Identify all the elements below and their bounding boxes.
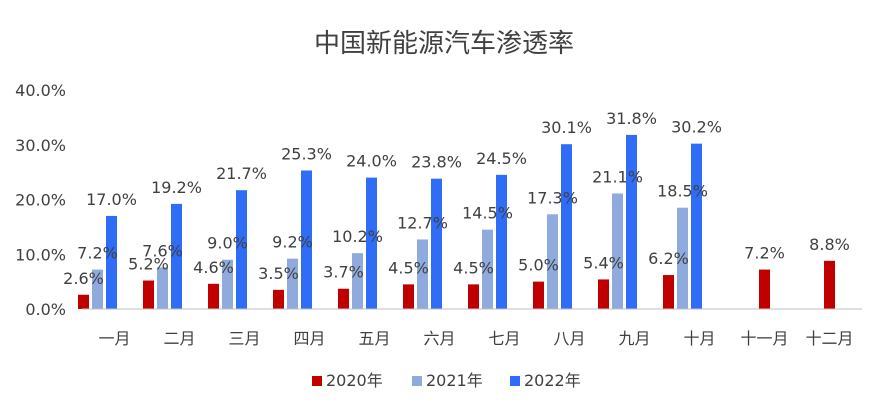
data-label: 21.7%	[216, 164, 267, 183]
y-tick-label: 20.0%	[15, 191, 66, 210]
legend-swatch-0	[312, 376, 322, 386]
y-tick-label: 30.0%	[15, 136, 66, 155]
bar-2020	[208, 283, 219, 309]
data-label: 17.0%	[86, 190, 137, 209]
legend-swatch-1	[412, 376, 422, 386]
x-tick-label: 四月	[293, 329, 325, 348]
bar-2020	[338, 288, 349, 309]
data-label: 3.7%	[323, 263, 364, 282]
data-label: 4.6%	[193, 258, 234, 277]
bar-2020	[273, 289, 284, 309]
data-label: 21.1%	[592, 167, 643, 186]
legend-label: 2022年	[524, 371, 581, 390]
bar-2021	[547, 214, 558, 309]
data-label: 9.0%	[207, 234, 248, 253]
bar-2022	[171, 203, 182, 309]
x-tick-label: 五月	[358, 329, 390, 348]
bar-2020	[598, 279, 609, 309]
y-tick-label: 10.0%	[15, 245, 66, 264]
data-label: 25.3%	[281, 144, 332, 163]
bar-2020	[663, 275, 674, 309]
bar-2020	[824, 260, 835, 309]
bar-2022	[236, 190, 247, 309]
y-tick-label: 40.0%	[15, 81, 66, 100]
x-tick-label: 九月	[618, 329, 650, 348]
x-tick-label: 十月	[683, 329, 715, 348]
bar-2022	[431, 178, 442, 309]
data-label: 24.0%	[346, 152, 397, 171]
x-tick-label: 三月	[228, 329, 260, 348]
bar-2021	[287, 258, 298, 309]
bar-2021	[92, 269, 103, 309]
legend-swatch-2	[510, 376, 520, 386]
x-tick-label: 七月	[488, 329, 520, 348]
bar-2021	[612, 193, 623, 309]
x-tick-label: 十二月	[805, 329, 853, 348]
data-label: 14.5%	[462, 204, 513, 223]
data-label: 12.7%	[397, 213, 448, 232]
bar-2020	[78, 294, 89, 309]
x-tick-label: 六月	[423, 329, 455, 348]
data-label: 6.2%	[648, 249, 689, 268]
y-tick-label: 0.0%	[25, 300, 66, 319]
data-labels-group: 2.6% 7.2% 17.0% 5.2%7.6% 19.2% 4.6% 9.0% 21.7% 3…	[63, 109, 850, 288]
data-label: 10.2%	[332, 227, 383, 246]
data-label: 30.1%	[541, 118, 592, 137]
legend-label: 2021年	[426, 371, 483, 390]
data-label: 23.8%	[411, 153, 462, 172]
data-label: 2.6%	[63, 269, 104, 288]
bar-2021	[222, 259, 233, 309]
bar-2021	[157, 267, 168, 309]
data-label: 4.5%	[388, 258, 429, 277]
bar-2021	[352, 253, 363, 309]
x-tick-label: 二月	[163, 329, 195, 348]
bar-2022	[106, 215, 117, 309]
bar-2020	[759, 269, 770, 309]
data-label: 30.2%	[671, 118, 722, 137]
x-axis: 一月 二月 三月 四月 五月 六月 七月 八月 九月 十月 十一月 十二月	[82, 308, 862, 348]
bar-2020	[533, 281, 544, 309]
bar-2021	[677, 207, 688, 309]
bar-2021	[417, 239, 428, 309]
data-label: 5.4%	[583, 253, 624, 272]
data-label: 24.5%	[476, 149, 527, 168]
bar-2022	[496, 174, 507, 309]
data-label: 19.2%	[151, 178, 202, 197]
bar-2022	[626, 134, 637, 309]
bar-2022	[301, 170, 312, 309]
data-label: 7.2%	[77, 244, 118, 263]
x-tick-label: 八月	[553, 329, 585, 348]
bar-2022	[561, 144, 572, 309]
data-label: 5.0%	[518, 256, 559, 275]
bar-2020	[468, 284, 479, 309]
data-label: 8.8%	[809, 235, 850, 254]
chart-title: 中国新能源汽车渗透率	[314, 29, 574, 59]
data-label: 18.5%	[657, 182, 708, 201]
data-label: 7.2%	[744, 244, 785, 263]
data-label: 7.6%	[142, 241, 183, 260]
bar-2022	[366, 177, 377, 309]
data-label: 9.2%	[272, 233, 313, 252]
data-label: 3.5%	[258, 264, 299, 283]
bar-2022	[691, 143, 702, 309]
bar-2020	[143, 280, 154, 309]
bar-2021	[482, 229, 493, 309]
y-axis: 0.0% 10.0% 20.0% 30.0% 40.0%	[15, 81, 66, 319]
x-tick-label: 十一月	[740, 329, 788, 348]
data-label: 17.3%	[527, 188, 578, 207]
bar-2020	[403, 284, 414, 309]
data-label: 5.2%	[128, 255, 169, 274]
legend: 2020年 2021年 2022年	[312, 371, 581, 390]
x-tick-label: 一月	[98, 329, 130, 348]
bars-group	[78, 134, 835, 309]
data-label: 31.8%	[606, 109, 657, 128]
data-label: 4.5%	[453, 258, 494, 277]
legend-label: 2020年	[326, 371, 383, 390]
